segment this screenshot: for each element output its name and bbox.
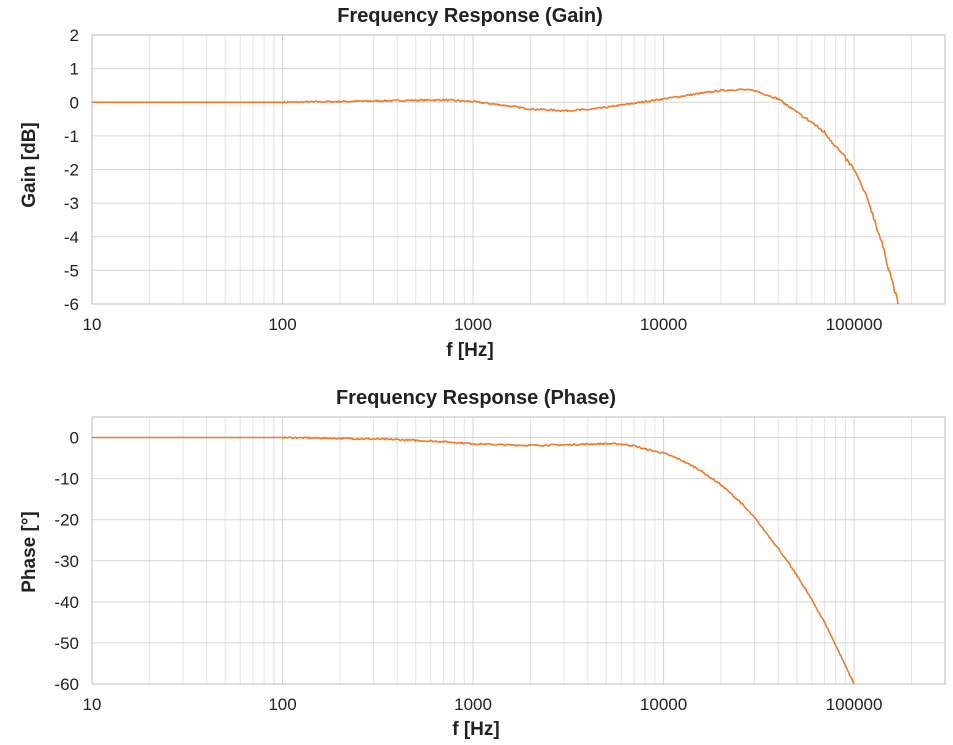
y-tick-label: -50 (54, 634, 79, 653)
gain-x-ticks: 10 100 1000 10000 100000 (83, 315, 883, 334)
x-tick-label: 10 (83, 695, 102, 714)
y-tick-label: 2 (70, 26, 79, 45)
y-tick-label: -2 (64, 161, 79, 180)
phase-plot-area (91, 416, 946, 685)
x-tick-label: 100000 (826, 315, 883, 334)
gain-chart-title: Frequency Response (Gain) (337, 5, 603, 27)
y-tick-label: 0 (70, 93, 79, 112)
phase-chart: Frequency Response (Phase) 0 -10 -20 -30 -40… (19, 387, 946, 740)
y-tick-label: -3 (64, 194, 79, 213)
x-tick-label: 100000 (826, 695, 883, 714)
y-tick-label: 0 (70, 429, 79, 448)
phase-y-ticks: 0 -10 -20 -30 -40 -50 -60 (54, 429, 79, 694)
gain-chart: Frequency Response (Gain) 210-1-2-3-4-5-… (19, 5, 946, 361)
gain-x-axis-label: f [Hz] (446, 340, 493, 361)
phase-chart-title: Frequency Response (Phase) (336, 387, 616, 409)
y-tick-label: -10 (54, 470, 79, 489)
y-tick-label: -1 (64, 127, 79, 146)
x-tick-label: 10000 (640, 315, 687, 334)
phase-y-axis-label: Phase [°] (19, 511, 40, 593)
y-tick-label: -5 (64, 261, 79, 280)
gain-series-line (92, 88, 899, 305)
y-tick-label: -6 (64, 295, 79, 314)
x-tick-label: 1000 (454, 695, 492, 714)
phase-series-line (92, 436, 855, 685)
y-tick-label: -30 (54, 552, 79, 571)
phase-x-axis-label: f [Hz] (452, 719, 499, 740)
phase-x-ticks: 10 100 1000 10000 100000 (83, 695, 883, 714)
gain-y-axis-label: Gain [dB] (19, 122, 40, 208)
y-tick-label: -4 (64, 228, 79, 247)
phase-grid (91, 417, 946, 685)
y-tick-label: -40 (54, 593, 79, 612)
gain-y-ticks: 2 1 0 -1 -2 -3 -4 -5 -6 (64, 26, 79, 314)
y-tick-label: -60 (54, 675, 79, 694)
y-tick-label: 1 (70, 60, 79, 79)
x-tick-label: 1000 (454, 315, 492, 334)
x-tick-label: 10000 (640, 695, 687, 714)
x-tick-label: 100 (268, 315, 296, 334)
x-tick-label: 10 (83, 315, 102, 334)
gain-plot-area (91, 34, 946, 305)
x-tick-label: 100 (268, 695, 296, 714)
gain-grid (91, 34, 946, 305)
y-tick-label: -20 (54, 511, 79, 530)
